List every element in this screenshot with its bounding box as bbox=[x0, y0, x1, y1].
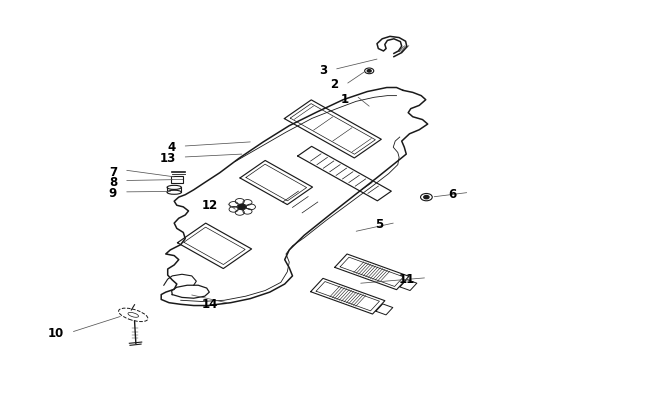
Text: 7: 7 bbox=[109, 165, 117, 178]
Text: 4: 4 bbox=[167, 141, 176, 154]
Text: 11: 11 bbox=[398, 273, 415, 286]
Text: 1: 1 bbox=[341, 92, 348, 105]
Text: 9: 9 bbox=[109, 187, 117, 200]
Text: 13: 13 bbox=[159, 152, 176, 165]
Text: 14: 14 bbox=[202, 298, 218, 311]
Text: 3: 3 bbox=[318, 64, 327, 77]
Text: 2: 2 bbox=[330, 78, 338, 91]
Text: 12: 12 bbox=[202, 199, 218, 212]
Text: 10: 10 bbox=[47, 326, 64, 339]
Circle shape bbox=[367, 70, 371, 73]
Circle shape bbox=[424, 196, 429, 199]
Text: 6: 6 bbox=[448, 188, 457, 200]
Text: 5: 5 bbox=[375, 218, 383, 231]
Text: 8: 8 bbox=[109, 175, 117, 188]
Circle shape bbox=[238, 205, 246, 210]
